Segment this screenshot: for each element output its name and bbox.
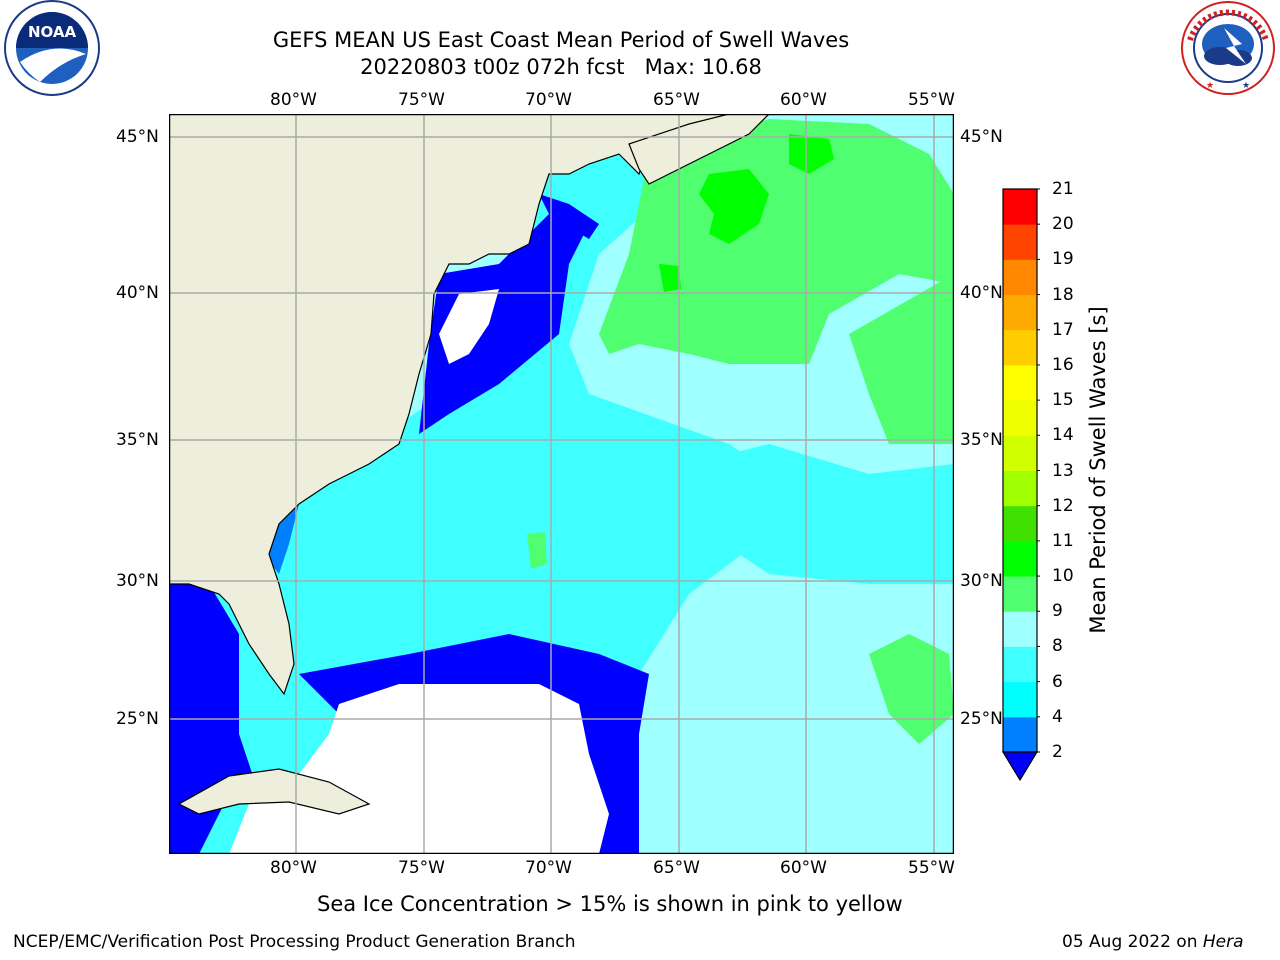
colorbar-segment	[1003, 505, 1037, 542]
colorbar-tick-label: 9	[1052, 601, 1063, 622]
ocean-dark-blue-nova-scotia	[539, 194, 599, 239]
lon-label-top-70w: 70°W	[525, 90, 572, 110]
lon-label-bottom-60w: 60°W	[780, 858, 827, 878]
sea-ice-note: Sea Ice Concentration > 15% is shown in …	[317, 892, 903, 916]
colorbar-tick-label: 19	[1052, 249, 1074, 270]
map-subtitle: 20220803 t00z 072h fcst Max: 10.68	[360, 55, 762, 79]
missing-data-mid-atlantic	[439, 289, 499, 364]
colorbar-tick-label: 15	[1052, 390, 1074, 411]
lon-label-top-55w: 55°W	[908, 90, 955, 110]
colorbar-tick-label: 17	[1052, 319, 1074, 340]
lat-label-right-35n: 35°N	[960, 430, 1003, 450]
colorbar-tick-label: 20	[1052, 214, 1074, 235]
colorbar-tick-label: 16	[1052, 354, 1074, 375]
ocean-bright-green-patch-1	[699, 169, 769, 244]
lat-label-right-30n: 30°N	[960, 571, 1003, 591]
colorbar-under-arrow	[1001, 751, 1039, 782]
colorbar-tick-label: 21	[1052, 179, 1074, 199]
land-north-america	[169, 114, 730, 696]
ocean-dark-blue-mid-atlantic	[419, 214, 589, 434]
colorbar-segment	[1003, 329, 1037, 366]
colorbar-segment	[1003, 294, 1037, 331]
colorbar-segment	[1003, 576, 1037, 612]
colorbar-segment	[1003, 224, 1037, 260]
ocean-green-southeast	[869, 634, 954, 744]
svg-text:★: ★	[1242, 81, 1250, 91]
colorbar-frame	[1002, 188, 1038, 753]
land-maritimes	[628, 114, 770, 185]
lon-label-bottom-65w: 65°W	[653, 858, 700, 878]
colorbar-tick-label: 4	[1052, 706, 1063, 727]
map-frame	[169, 114, 954, 854]
lon-label-top-80w: 80°W	[270, 90, 317, 110]
ocean-green-east	[849, 274, 954, 444]
colorbar-tick-label: 12	[1052, 495, 1074, 516]
ocean-green-northeast	[599, 119, 954, 364]
colorbar-tick-label: 18	[1052, 284, 1074, 305]
lon-label-bottom-70w: 70°W	[525, 858, 572, 878]
colorbar-label: Mean Period of Swell Waves [s]	[1086, 306, 1110, 634]
lon-label-top-60w: 60°W	[780, 90, 827, 110]
map-title: GEFS MEAN US East Coast Mean Period of S…	[272, 28, 850, 52]
lon-label-top-65w: 65°W	[653, 90, 700, 110]
ocean-cyan-east-patch	[689, 444, 954, 584]
colorbar-tick-label: 6	[1052, 671, 1063, 692]
colorbar-segment	[1003, 400, 1037, 436]
colorbar-segment	[1003, 435, 1037, 471]
colorbar-segment	[1003, 611, 1037, 647]
lat-label-right-45n: 45°N	[960, 127, 1003, 147]
svg-text:★: ★	[1206, 81, 1214, 91]
map-graticule	[169, 114, 954, 854]
lon-label-top-75w: 75°W	[398, 90, 445, 110]
lat-label-left-25n: 25°N	[116, 709, 159, 729]
colorbar-segment	[1003, 364, 1037, 401]
footer-org: NCEP/EMC/Verification Post Processing Pr…	[13, 932, 576, 952]
footer-date-text: 05 Aug 2022 on	[1062, 932, 1203, 952]
lat-label-right-40n: 40°N	[960, 283, 1003, 303]
lat-label-left-30n: 30°N	[116, 571, 159, 591]
colorbar-segment	[1003, 470, 1037, 507]
colorbar	[1001, 188, 1040, 782]
colorbar-tick-label: 2	[1052, 742, 1063, 762]
lat-label-right-25n: 25°N	[960, 709, 1003, 729]
noaa-logo: NOAA	[4, 0, 100, 96]
colorbar-tick-label: 13	[1052, 460, 1074, 481]
colorbar-tick-label: 8	[1052, 636, 1063, 657]
land-cuba	[177, 768, 371, 815]
ocean-bright-green-patch-2	[789, 134, 834, 174]
colorbar-tick-label: 10	[1052, 566, 1074, 587]
lat-label-left-40n: 40°N	[116, 283, 159, 303]
lat-label-left-35n: 35°N	[116, 430, 159, 450]
lon-label-bottom-75w: 75°W	[398, 858, 445, 878]
ocean-bright-green-patch-3	[659, 264, 681, 292]
footer-host: Hera	[1202, 932, 1244, 952]
colorbar-segment	[1003, 681, 1037, 718]
colorbar-segment	[1003, 259, 1037, 296]
colorbar-segment	[1003, 716, 1037, 753]
colorbar-segment	[1003, 540, 1037, 577]
nws-logo: ★ ★	[1181, 1, 1275, 95]
lon-label-bottom-80w: 80°W	[270, 858, 317, 878]
missing-data-caribbean	[229, 684, 609, 854]
swell-period-map	[169, 114, 954, 854]
colorbar-tick-label: 14	[1052, 425, 1074, 446]
ocean-green-mid-patch	[527, 532, 547, 569]
colorbar-segment	[1003, 646, 1037, 683]
footer-date: 05 Aug 2022 on Hera	[1062, 932, 1244, 952]
noaa-logo-text: NOAA	[28, 23, 77, 41]
colorbar-segment	[1003, 189, 1037, 225]
lon-label-bottom-55w: 55°W	[908, 858, 955, 878]
lat-label-left-45n: 45°N	[116, 127, 159, 147]
colorbar-tick-label: 11	[1052, 530, 1074, 551]
